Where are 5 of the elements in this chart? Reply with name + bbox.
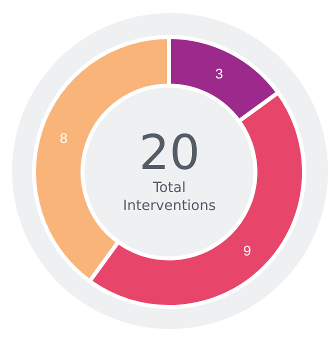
data-label: 3 [215, 65, 224, 82]
data-label: 8 [60, 130, 68, 146]
text: 20 [139, 125, 200, 181]
text: Total Interventions [123, 180, 216, 214]
data-label: 9 [243, 242, 252, 258]
